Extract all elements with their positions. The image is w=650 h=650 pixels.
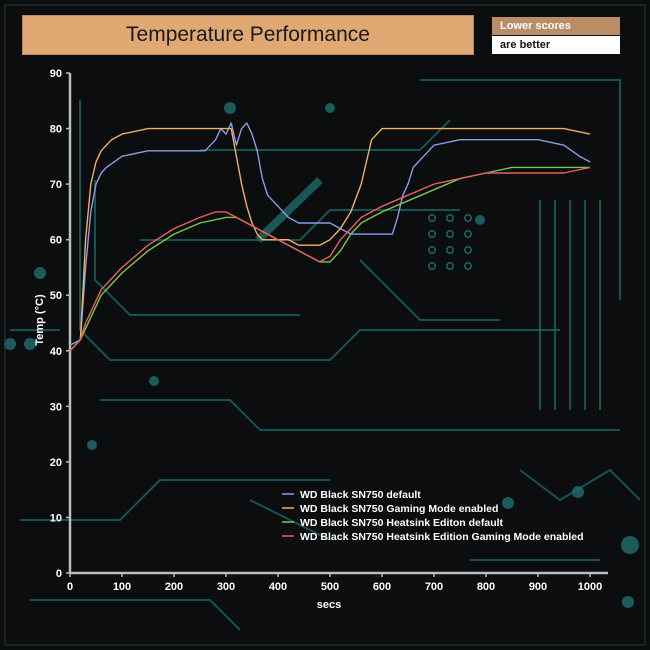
x-axis-label: secs xyxy=(317,599,341,611)
y-tick-label: 10 xyxy=(50,512,62,524)
circuit-trace xyxy=(200,119,451,151)
circuit-trace xyxy=(140,209,460,241)
x-tick-label: 600 xyxy=(373,581,391,593)
legend-entry: WD Black SN750 Gaming Mode enabled xyxy=(300,503,498,515)
note-lower-scores: Lower scores xyxy=(492,17,620,35)
circuit-pad xyxy=(475,215,485,225)
circuit-via xyxy=(464,214,472,222)
circuit-trace xyxy=(20,479,330,521)
circuit-trace xyxy=(30,599,241,631)
series-line-3 xyxy=(69,166,590,352)
circuit-trace xyxy=(249,499,331,541)
circuit-trace xyxy=(100,399,620,431)
circuit-background xyxy=(4,4,646,646)
x-tick-label: 400 xyxy=(269,581,287,593)
x-tick-label: 900 xyxy=(529,581,547,593)
legend-entry: WD Black SN750 Heatsink Editon default xyxy=(300,517,504,529)
x-tick-label: 1000 xyxy=(578,581,602,593)
legend-entry: WD Black SN750 default xyxy=(300,489,421,501)
circuit-via xyxy=(464,262,472,270)
circuit-trace xyxy=(420,79,621,300)
y-tick-label: 20 xyxy=(50,457,62,469)
circuit-via xyxy=(446,230,454,238)
y-tick-label: 30 xyxy=(50,401,62,413)
series-line-4 xyxy=(69,166,591,352)
chart-title: Temperature Performance xyxy=(22,15,474,55)
x-tick-label: 100 xyxy=(113,581,131,593)
series-line-1 xyxy=(69,122,591,346)
y-axis-label: Temp (°C) xyxy=(34,294,46,346)
circuit-via xyxy=(428,230,436,238)
x-tick-label: 800 xyxy=(477,581,495,593)
circuit-trace xyxy=(94,180,300,316)
circuit-pad xyxy=(87,440,97,450)
circuit-via xyxy=(464,230,472,238)
series-line-2 xyxy=(69,127,591,352)
y-tick-label: 90 xyxy=(50,68,62,80)
circuit-bar xyxy=(255,177,323,243)
circuit-via xyxy=(464,246,472,254)
circuit-pad xyxy=(622,596,634,608)
circuit-pad xyxy=(24,338,36,350)
legend: WD Black SN750 default WD Black SN750 Gam… xyxy=(282,489,584,543)
circuit-pad xyxy=(325,103,335,113)
circuit-via xyxy=(428,246,436,254)
y-tick-label: 70 xyxy=(50,179,62,191)
y-tick-label: 60 xyxy=(50,235,62,247)
y-tick-label: 0 xyxy=(56,568,62,580)
circuit-trace xyxy=(519,468,641,502)
y-tick-label: 40 xyxy=(50,346,62,358)
note-are-better: are better xyxy=(492,36,620,54)
legend-entry: WD Black SN750 Heatsink Edition Gaming M… xyxy=(300,531,584,543)
circuit-via xyxy=(446,262,454,270)
x-tick-label: 700 xyxy=(425,581,443,593)
circuit-via xyxy=(446,214,454,222)
y-tick-label: 50 xyxy=(50,290,62,302)
circuit-trace xyxy=(539,200,601,410)
x-tick-label: 500 xyxy=(321,581,339,593)
circuit-pad xyxy=(149,376,159,386)
y-tick-label: 80 xyxy=(50,124,62,136)
circuit-pad xyxy=(572,486,584,498)
circuit-trace xyxy=(359,259,500,321)
circuit-trace xyxy=(79,100,560,361)
circuit-pad xyxy=(34,267,46,279)
series-layer xyxy=(69,122,591,352)
x-tick-label: 300 xyxy=(217,581,235,593)
x-tick-label: 200 xyxy=(165,581,183,593)
x-tick-label: 0 xyxy=(67,581,73,593)
circuit-pad xyxy=(502,497,514,509)
circuit-via xyxy=(428,262,436,270)
circuit-via xyxy=(428,214,436,222)
frame-border xyxy=(4,4,646,646)
circuit-via xyxy=(446,246,454,254)
circuit-pad xyxy=(4,338,16,350)
circuit-pad xyxy=(621,536,639,554)
circuit-pad xyxy=(224,102,236,114)
